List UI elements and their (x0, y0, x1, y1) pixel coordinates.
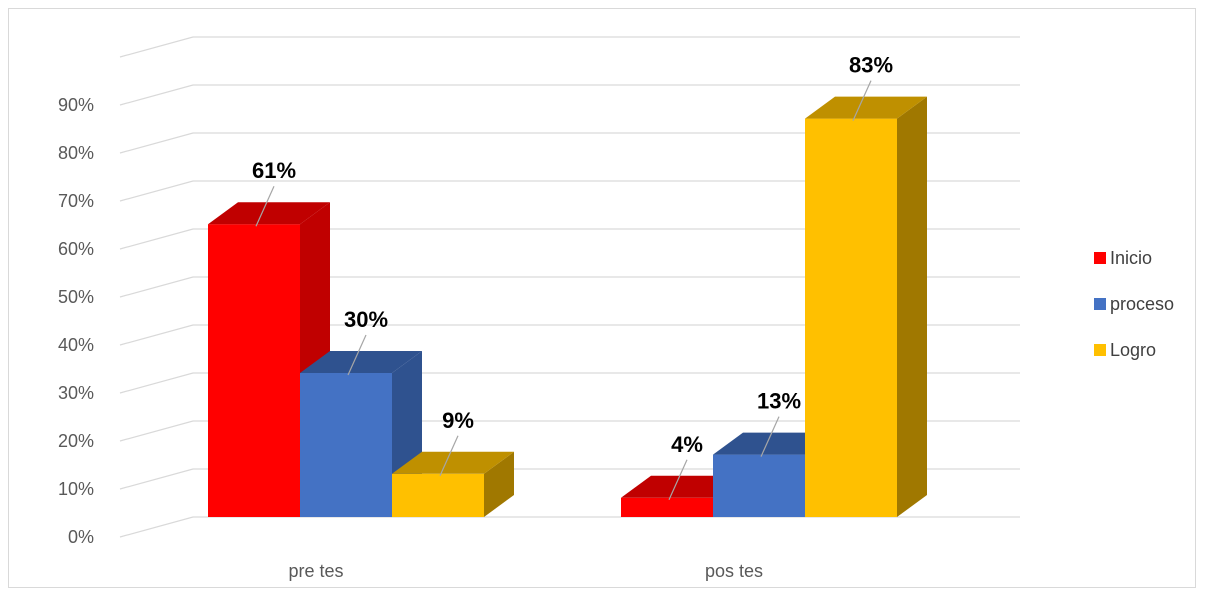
bar-front (208, 224, 300, 517)
bar-front (621, 497, 713, 517)
legend-label: Logro (1110, 340, 1156, 360)
gridline (119, 276, 1020, 298)
y-tick-label: 80% (58, 143, 94, 163)
bar-front (300, 373, 392, 517)
bar-top (621, 475, 743, 498)
leader-line (439, 435, 459, 477)
y-tick-label: 10% (58, 479, 94, 499)
bar-front (805, 118, 897, 517)
legend-label: Inicio (1110, 248, 1152, 268)
bar-top (392, 451, 514, 474)
gridline (119, 420, 1020, 442)
bar-top (300, 351, 422, 373)
y-tick-label: 70% (58, 191, 94, 211)
data-label: 61% (252, 158, 296, 183)
data-labels: 61% 30% 9% 4% 13% 83% (252, 53, 893, 501)
bar-side (897, 96, 927, 517)
data-label: 9% (442, 408, 474, 433)
data-label: 83% (849, 53, 893, 78)
gridline (119, 180, 1020, 202)
legend-label: proceso (1110, 294, 1174, 314)
bar-top (208, 202, 330, 225)
y-tick-label: 40% (58, 335, 94, 355)
bars (208, 96, 927, 517)
gridline (119, 132, 1020, 154)
y-tick-label: 60% (58, 239, 94, 259)
leader-line (255, 185, 275, 227)
gridline (119, 324, 1020, 346)
data-label: 13% (757, 389, 801, 414)
legend: Inicio proceso Logro (1094, 248, 1174, 360)
leader-line (760, 416, 780, 457)
gridline (119, 372, 1020, 394)
category-labels: pre tes pos tes (288, 561, 763, 581)
y-tick-label: 0% (68, 527, 94, 547)
category-label: pos tes (705, 561, 763, 581)
y-axis-ticks: 0% 10% 20% 30% 40% 50% 60% 70% 80% 90% (58, 95, 94, 547)
chart-frame (8, 8, 1196, 588)
legend-swatch (1094, 252, 1106, 264)
bar-top (805, 96, 927, 119)
gridline (119, 84, 1020, 106)
leader-line (347, 334, 367, 376)
gridline (119, 516, 1020, 538)
category-label: pre tes (288, 561, 343, 581)
data-label: 30% (344, 307, 388, 332)
leader-line (668, 459, 688, 501)
y-tick-label: 30% (58, 383, 94, 403)
bar-top (713, 432, 835, 455)
y-tick-label: 50% (58, 287, 94, 307)
leader-line (852, 80, 872, 121)
bar-front (713, 454, 805, 517)
data-label: 4% (671, 432, 703, 457)
gridline (119, 36, 1020, 58)
legend-swatch (1094, 298, 1106, 310)
legend-swatch (1094, 344, 1106, 356)
bar-front (392, 473, 484, 517)
y-tick-label: 90% (58, 95, 94, 115)
y-tick-label: 20% (58, 431, 94, 451)
bar-side (484, 451, 514, 517)
gridline (119, 228, 1020, 250)
